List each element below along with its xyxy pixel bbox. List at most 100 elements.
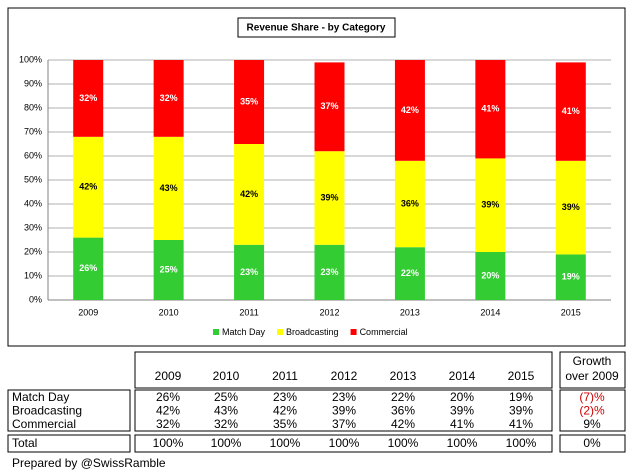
data-label: 41% [481,104,499,114]
y-tick-label: 20% [24,246,42,256]
legend-label: Commercial [360,327,408,337]
chart-title: Revenue Share - by Category [247,23,386,34]
table-column-header: 2011 [272,369,298,383]
table-column-header: 2013 [390,369,417,383]
bar-segment [394,247,425,300]
bar-segment [394,60,425,161]
legend-label: Match Day [222,327,266,337]
data-label: 42% [401,105,419,115]
data-label: 19% [562,272,580,282]
footer: Prepared by @SwissRamble [12,456,166,470]
table-cell: 37% [332,417,356,431]
data-label: 42% [79,182,97,192]
data-label: 35% [240,96,258,106]
bar-segment [73,237,104,300]
data-label: 32% [79,93,97,103]
x-tick-label: 2013 [400,307,420,317]
table-cell: 25% [214,390,238,404]
x-tick-label: 2012 [319,307,339,317]
x-tick-label: 2014 [480,307,500,317]
total-cell: 100% [270,436,301,450]
legend-swatch [213,329,219,335]
data-label: 23% [320,267,338,277]
total-cell: 100% [506,436,537,450]
bar-segment [475,158,506,252]
data-label: 23% [240,267,258,277]
table-column-header: 2015 [508,369,535,383]
table-cell: 32% [214,417,238,431]
title-box [237,17,396,38]
y-tick-label: 50% [24,174,42,184]
y-tick-label: 70% [24,126,42,136]
data-label: 26% [79,263,97,273]
bar-segment [153,240,184,300]
table-cell: 36% [391,404,415,418]
bar-segment [73,60,104,137]
table-cell: 23% [332,390,356,404]
table-cell: 42% [273,404,297,418]
bar-segment [555,160,586,255]
total-label-box [7,434,131,453]
x-tick-label: 2015 [561,307,581,317]
growth-cell: (7)% [579,390,605,404]
growth-header: over 2009 [565,369,619,383]
data-label: 20% [481,270,499,280]
table-cell: 41% [450,417,474,431]
growth-header: Growth [573,354,612,368]
bar-segment [314,244,345,300]
bar-segment [73,136,104,238]
bar-segment [234,244,265,300]
data-label: 42% [240,189,258,199]
data-label: 39% [320,192,338,202]
legend-swatch [277,329,284,335]
data-label: 39% [481,200,499,210]
row-label-box [7,389,131,432]
total-cell: 100% [211,436,242,450]
data-label: 43% [160,183,178,193]
table-cell: 22% [391,390,415,404]
growth-header-box [559,351,626,389]
table-cell: 20% [450,390,474,404]
table-cell: 39% [332,404,356,418]
table-cell: 41% [509,417,533,431]
legend-swatch [350,329,357,335]
growth-cell: (2)% [579,404,605,418]
table-cell: 32% [156,417,180,431]
table-header-box [134,351,553,389]
y-tick-label: 60% [24,150,42,160]
bar-segment [234,144,265,245]
table-cell: 39% [450,404,474,418]
table-column-header: 2014 [449,369,476,383]
y-tick-label: 10% [24,270,42,280]
row-label: Match Day [12,390,69,404]
table-cell: 39% [509,404,533,418]
table-column-header: 2012 [331,369,358,383]
bar-segment [475,60,506,159]
y-tick-label: 80% [24,102,42,112]
bar-segment [555,254,586,300]
data-label: 41% [562,106,580,116]
table-cell: 26% [156,390,180,404]
data-label: 32% [160,93,178,103]
total-growth-box [559,434,626,453]
row-label: Commercial [12,417,76,431]
table-cell: 35% [273,417,297,431]
table-cell: 23% [273,390,297,404]
table-cell: 42% [156,404,180,418]
table-cell: 42% [391,417,415,431]
row-values-box [134,389,553,432]
row-growth-box [559,389,626,432]
data-label: 22% [401,268,419,278]
bar-segment [153,136,184,240]
x-tick-label: 2009 [78,307,98,317]
y-tick-label: 100% [19,54,42,64]
table-column-header: 2010 [213,369,240,383]
total-growth: 0% [583,436,601,450]
data-label: 25% [160,264,178,274]
legend-label: Broadcasting [286,327,339,337]
y-tick-label: 30% [24,222,42,232]
bar-segment [394,160,425,248]
total-cell: 100% [388,436,419,450]
data-label: 37% [320,101,338,111]
bar-segment [314,62,345,152]
